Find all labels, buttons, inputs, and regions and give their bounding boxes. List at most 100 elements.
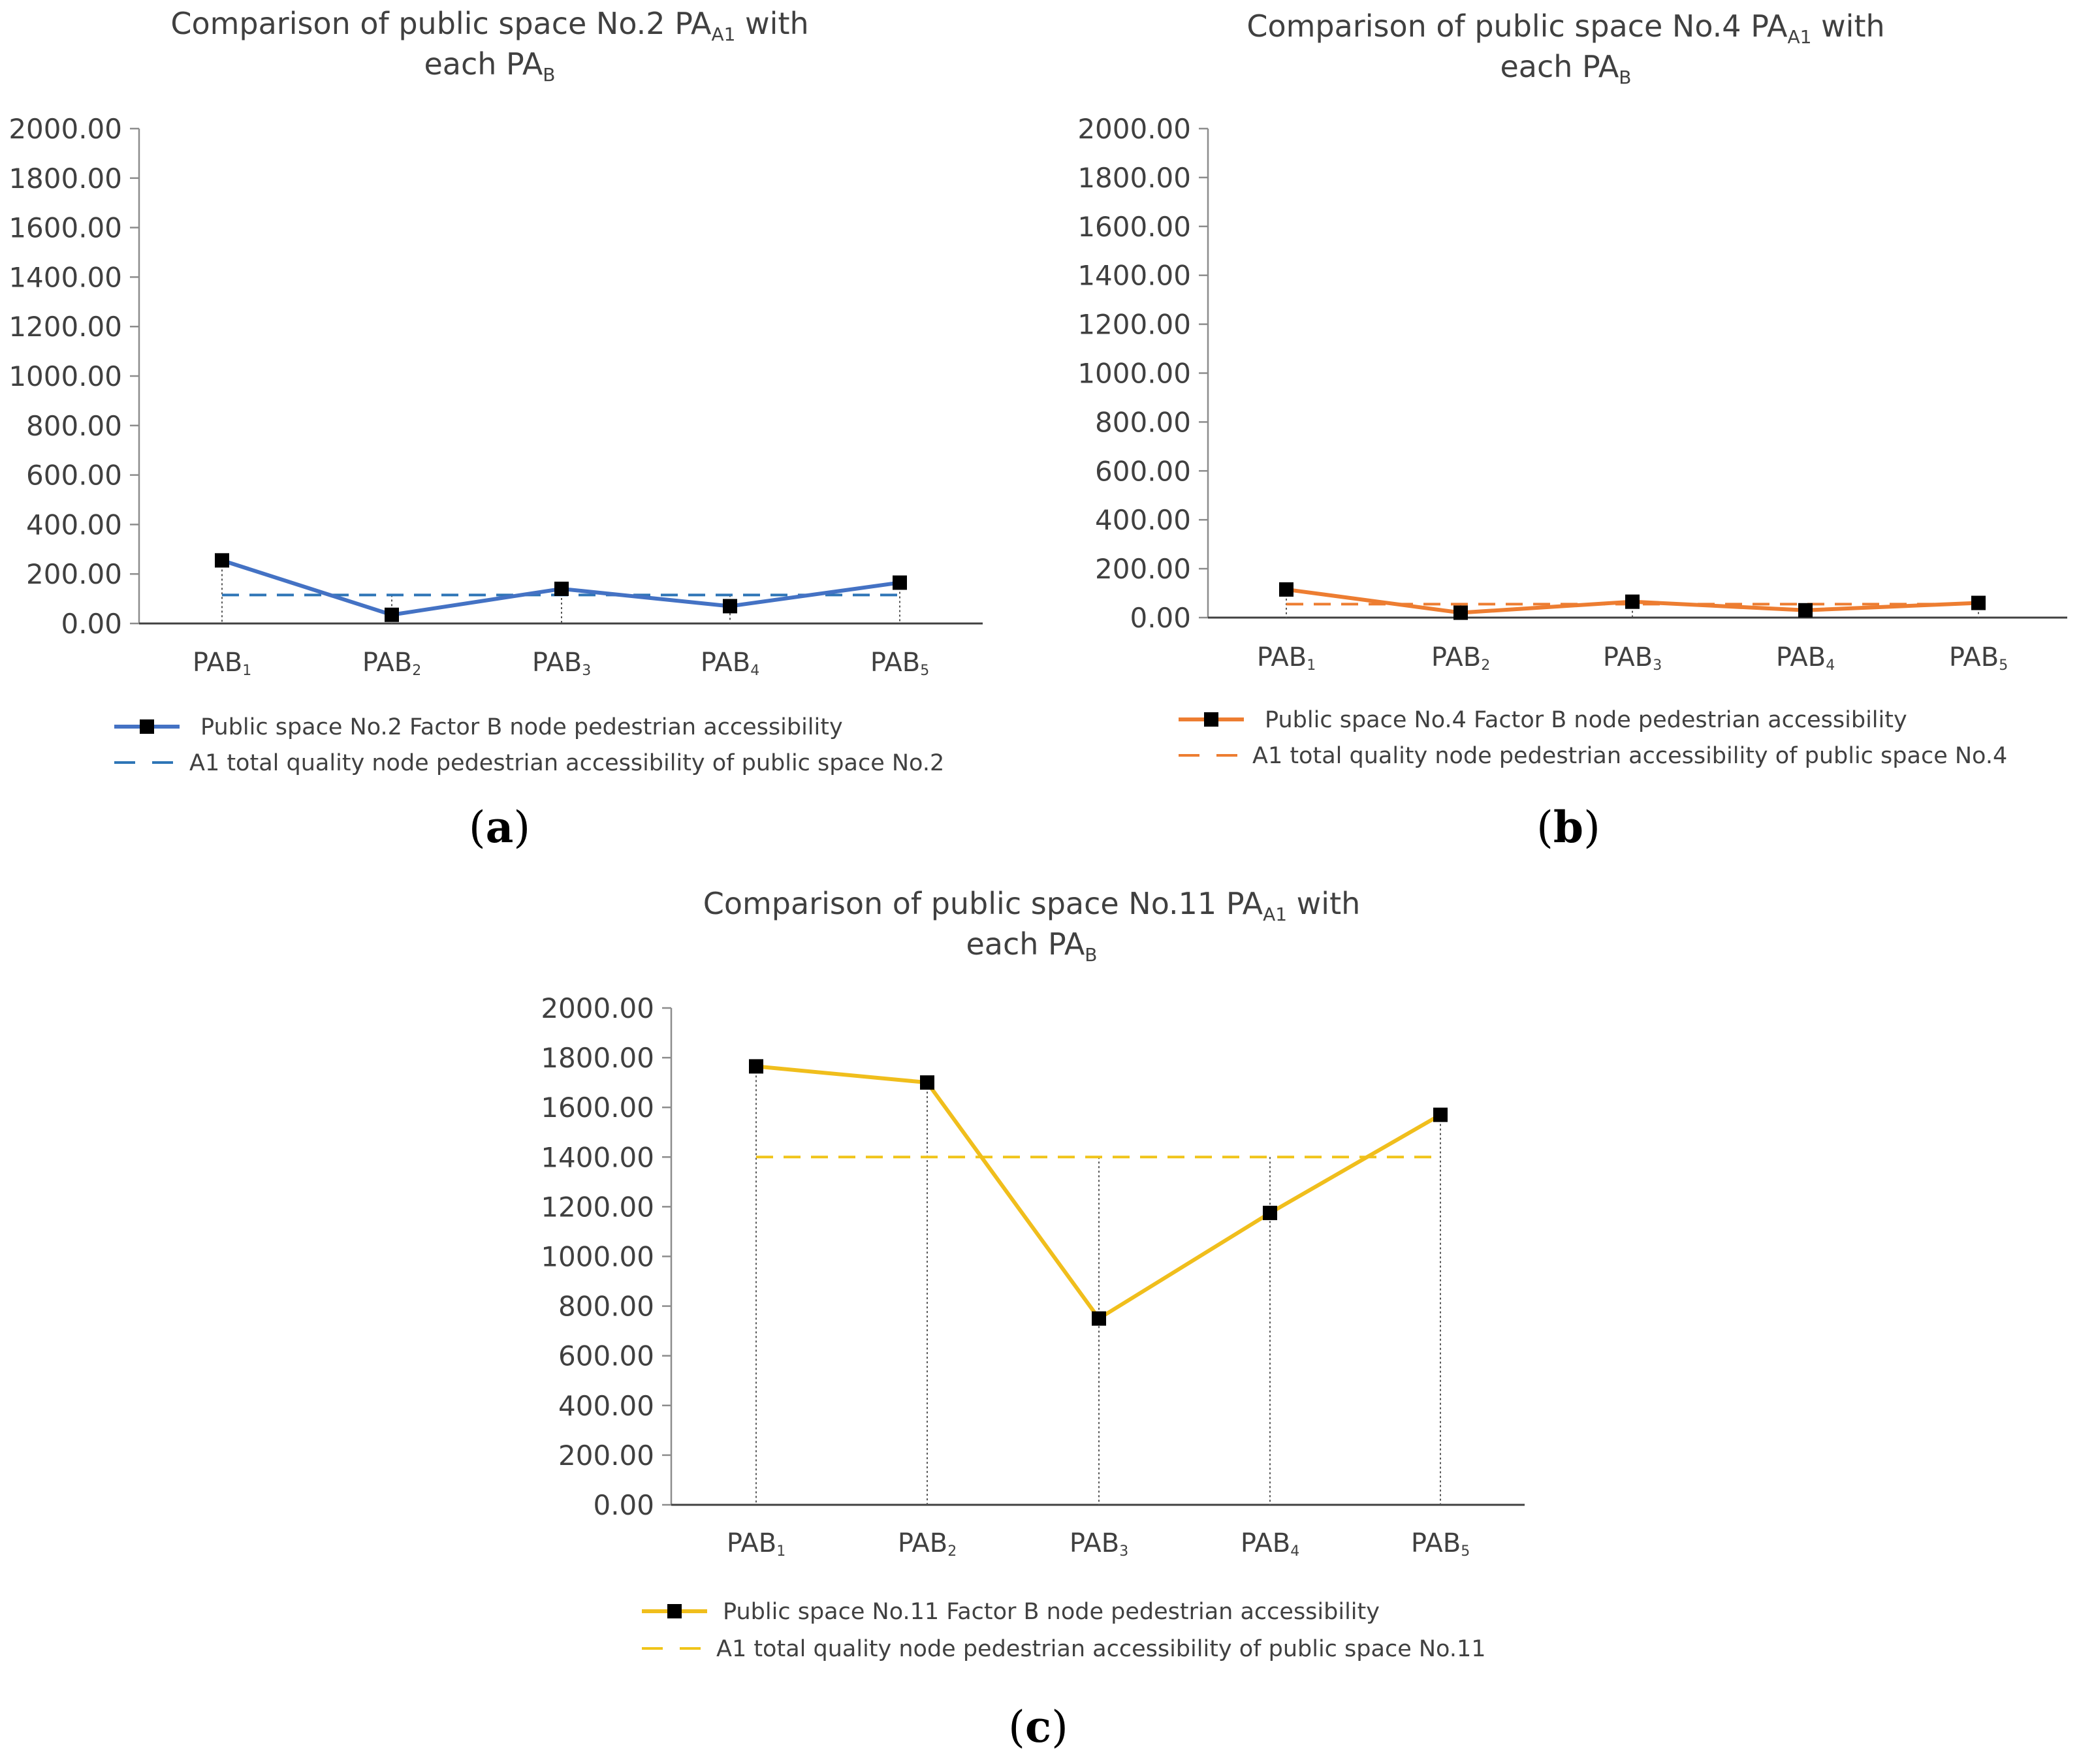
- x-tick-label: PAB2: [1431, 642, 1490, 674]
- chart-title-line2-subscript: B: [1085, 944, 1097, 966]
- chart-title-line2: each PAB: [1500, 49, 1631, 88]
- x-tick-label-main: PAB: [727, 1528, 776, 1558]
- data-point-marker: [893, 575, 907, 590]
- data-point-marker: [1433, 1107, 1448, 1122]
- chart-title-suffix: with: [1287, 886, 1360, 921]
- panel-label-open: (: [1536, 802, 1553, 853]
- x-tick-label-main: PAB: [193, 648, 242, 678]
- data-point-marker: [920, 1075, 934, 1090]
- y-tick-label: 1400.00: [1077, 260, 1191, 292]
- y-tick-label: 1400.00: [8, 261, 122, 293]
- chart-title-subscript: A1: [711, 24, 735, 45]
- x-tick-label-sub: 5: [1999, 657, 2008, 674]
- y-tick-label: 1600.00: [8, 212, 122, 244]
- y-tick-label: 0.00: [593, 1489, 654, 1521]
- data-point-marker: [215, 553, 229, 568]
- x-tick-label-main: PAB: [1411, 1528, 1461, 1558]
- x-tick-label: PAB4: [1776, 642, 1835, 674]
- legend-main-swatch-marker: [140, 719, 154, 734]
- data-point-marker: [723, 599, 737, 614]
- x-tick-label-sub: 1: [776, 1543, 786, 1560]
- panel-label-letter: a: [486, 802, 514, 853]
- y-tick-label: 200.00: [1095, 553, 1191, 585]
- chart-title: Comparison of public space No.11 PAA1 wi…: [703, 886, 1361, 925]
- y-tick-label: 200.00: [558, 1440, 654, 1472]
- x-tick-label-sub: 1: [242, 663, 251, 679]
- y-tick-label: 600.00: [26, 460, 122, 492]
- y-tick-label: 1600.00: [1077, 211, 1191, 243]
- y-tick-label: 400.00: [1095, 504, 1191, 536]
- x-tick-label-sub: 5: [920, 663, 929, 679]
- x-tick-label-main: PAB: [1070, 1528, 1119, 1558]
- panel-label-close: ): [1051, 1702, 1068, 1752]
- x-tick-label: PAB5: [1411, 1528, 1470, 1560]
- y-tick-label: 1600.00: [541, 1092, 654, 1124]
- chart-title-line2-text: each PA: [1500, 49, 1619, 84]
- x-tick-label-main: PAB: [1257, 642, 1307, 672]
- chart-title: Comparison of public space No.2 PAA1 wit…: [170, 6, 808, 45]
- chart-panel-c: Comparison of public space No.11 PAA1 wi…: [541, 886, 1525, 1752]
- data-point-marker: [385, 607, 399, 622]
- panel-label-open: (: [469, 802, 486, 853]
- x-tick-label: PAB5: [870, 648, 929, 679]
- legend-main-swatch-marker: [667, 1604, 682, 1618]
- legend-main-label: Public space No.11 Factor B node pedestr…: [723, 1599, 1380, 1625]
- y-tick-label: 0.00: [1130, 602, 1191, 634]
- y-tick-label: 600.00: [558, 1340, 654, 1372]
- x-tick-label-sub: 4: [1290, 1543, 1299, 1560]
- chart-title-line2-subscript: B: [543, 64, 555, 86]
- panel-label: (a): [469, 802, 530, 853]
- data-point-marker: [1625, 594, 1640, 609]
- x-tick-label: PAB1: [727, 1528, 786, 1560]
- x-tick-label: PAB3: [532, 648, 591, 679]
- chart-title-text: Comparison of public space No.2 PA: [170, 6, 712, 41]
- x-tick-label-main: PAB: [1776, 642, 1826, 672]
- chart-title-subscript: A1: [1787, 26, 1811, 48]
- x-tick-label-sub: 3: [1119, 1543, 1128, 1560]
- panel-label: (c): [1008, 1701, 1068, 1752]
- y-tick-label: 600.00: [1095, 455, 1191, 487]
- x-tick-label-sub: 4: [750, 663, 759, 679]
- chart-title: Comparison of public space No.4 PAA1 wit…: [1246, 8, 1884, 48]
- x-tick-label: PAB2: [898, 1528, 957, 1560]
- panel-label-close: ): [1583, 802, 1600, 853]
- chart-title-line2: each PAB: [424, 46, 555, 86]
- x-tick-label-sub: 2: [947, 1543, 957, 1560]
- x-tick-label: PAB4: [701, 648, 759, 679]
- chart-title-line2-text: each PA: [424, 46, 543, 82]
- chart-title-subscript: A1: [1263, 904, 1287, 925]
- panel-label-close: ): [513, 802, 530, 853]
- legend-reference-label: A1 total quality node pedestrian accessi…: [189, 750, 944, 776]
- x-tick-label: PAB1: [1257, 642, 1316, 674]
- x-tick-label-sub: 3: [1653, 657, 1662, 674]
- chart-title-text: Comparison of public space No.11 PA: [703, 886, 1263, 921]
- y-tick-label: 1200.00: [1077, 309, 1191, 341]
- data-point-marker: [1453, 605, 1468, 620]
- x-tick-label-main: PAB: [701, 648, 750, 678]
- x-tick-label-main: PAB: [1431, 642, 1481, 672]
- x-tick-label-main: PAB: [1241, 1528, 1290, 1558]
- panel-label-open: (: [1008, 1702, 1025, 1752]
- x-tick-label-main: PAB: [870, 648, 920, 678]
- y-tick-label: 2000.00: [1077, 113, 1191, 145]
- x-tick-label-sub: 5: [1461, 1543, 1470, 1560]
- y-tick-label: 400.00: [558, 1390, 654, 1422]
- data-point-marker: [1798, 603, 1813, 618]
- chart-title-line2-subscript: B: [1619, 67, 1631, 88]
- chart-title-line2-text: each PA: [966, 926, 1085, 962]
- panel-label-letter: b: [1553, 802, 1583, 853]
- x-tick-label-sub: 4: [1826, 657, 1835, 674]
- y-tick-label: 2000.00: [8, 113, 122, 145]
- y-tick-label: 1800.00: [8, 163, 122, 195]
- x-tick-label: PAB3: [1603, 642, 1662, 674]
- y-tick-label: 1000.00: [8, 360, 122, 392]
- data-point-marker: [1971, 595, 1986, 610]
- y-tick-label: 0.00: [61, 608, 122, 640]
- x-tick-label-sub: 1: [1307, 657, 1316, 674]
- panel-label-letter: c: [1025, 1701, 1051, 1752]
- y-tick-label: 800.00: [26, 410, 122, 442]
- y-tick-label: 400.00: [26, 509, 122, 541]
- x-tick-label: PAB5: [1949, 642, 2008, 674]
- x-tick-label: PAB1: [193, 648, 251, 679]
